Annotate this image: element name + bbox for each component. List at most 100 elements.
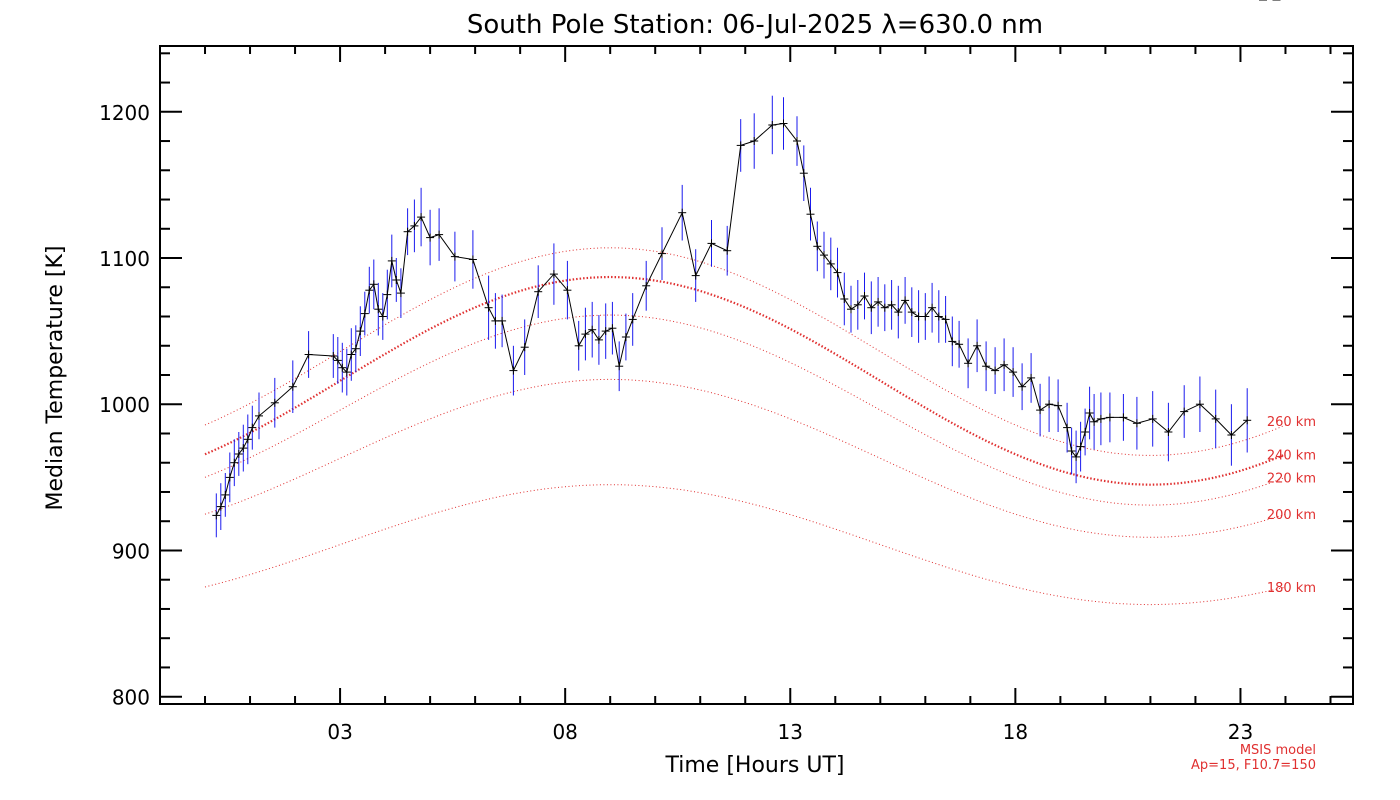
data-point bbox=[806, 210, 815, 219]
x-tick-label: 23 bbox=[1228, 720, 1253, 744]
data-point bbox=[1067, 447, 1076, 455]
data-point bbox=[1009, 368, 1018, 377]
x-tick-label: 08 bbox=[552, 720, 577, 744]
data-point bbox=[1148, 414, 1157, 423]
data-point bbox=[594, 335, 603, 344]
plot-frame bbox=[159, 45, 1354, 705]
data-point bbox=[396, 289, 405, 298]
data-point bbox=[1054, 401, 1063, 410]
data-point bbox=[383, 290, 392, 299]
data-point bbox=[880, 303, 889, 312]
data-point bbox=[736, 141, 745, 150]
model-curve-labels: 260 km 240 km 220 km 200 km 180 km bbox=[1267, 415, 1316, 596]
data-point bbox=[216, 502, 225, 511]
data-point bbox=[768, 121, 777, 129]
data-point bbox=[847, 305, 855, 314]
data-point bbox=[234, 450, 243, 458]
data-point bbox=[588, 325, 597, 334]
y-tick-label: 900 bbox=[112, 539, 150, 563]
data-point bbox=[534, 287, 543, 296]
error-bars bbox=[215, 95, 1248, 538]
data-point bbox=[1105, 413, 1114, 422]
data-point bbox=[1045, 400, 1054, 409]
model-label-0: 260 km bbox=[1267, 415, 1316, 430]
data-point bbox=[1000, 360, 1009, 369]
data-point bbox=[678, 208, 687, 217]
data-point bbox=[351, 344, 360, 353]
data-point bbox=[1018, 382, 1027, 391]
data-point bbox=[973, 341, 982, 350]
data-point bbox=[221, 490, 230, 499]
data-point bbox=[1076, 442, 1085, 451]
data-point bbox=[820, 251, 828, 260]
y-tick-label: 1100 bbox=[99, 247, 150, 271]
data-point bbox=[1036, 406, 1045, 415]
data-point bbox=[498, 316, 507, 325]
data-point bbox=[549, 270, 558, 279]
data-point bbox=[1180, 407, 1189, 416]
data-point bbox=[392, 276, 401, 284]
data-point bbox=[1119, 413, 1128, 422]
data-point bbox=[1164, 428, 1173, 436]
data-point bbox=[450, 252, 459, 261]
data-point bbox=[615, 362, 624, 371]
data-point bbox=[723, 246, 732, 255]
data-point bbox=[853, 300, 862, 309]
data-point bbox=[1063, 423, 1072, 432]
data-point bbox=[520, 343, 529, 352]
temperature-line bbox=[215, 122, 1248, 516]
data-point bbox=[491, 316, 500, 325]
data-point bbox=[374, 305, 383, 314]
data-point bbox=[410, 221, 419, 230]
data-point bbox=[894, 308, 903, 317]
x-tick-label: 18 bbox=[1003, 720, 1028, 744]
chart-title: South Pole Station: 06-Jul-2025 λ=630.0 … bbox=[467, 10, 1043, 40]
data-point bbox=[799, 169, 808, 178]
data-point bbox=[948, 337, 957, 346]
data-point bbox=[921, 312, 930, 321]
data-point bbox=[941, 315, 950, 324]
data-point bbox=[329, 352, 338, 360]
axis-ticks bbox=[160, 46, 1353, 704]
data-point bbox=[793, 137, 801, 145]
model-label-2: 220 km bbox=[1267, 471, 1316, 486]
data-point bbox=[621, 333, 630, 341]
data-point bbox=[347, 350, 356, 359]
data-point bbox=[1195, 400, 1204, 409]
data-point bbox=[230, 458, 239, 467]
plot-area bbox=[159, 0, 1354, 705]
data-point bbox=[369, 280, 378, 289]
data-point bbox=[860, 292, 869, 300]
data-point bbox=[642, 281, 651, 290]
data-point bbox=[435, 230, 444, 239]
data-point bbox=[779, 119, 788, 128]
y-axis-label: Median Temperature [K] bbox=[43, 246, 68, 511]
data-point bbox=[581, 330, 590, 339]
data-point bbox=[342, 368, 351, 377]
y-tick-label: 800 bbox=[112, 686, 150, 710]
data-point bbox=[826, 259, 835, 268]
data-point bbox=[1227, 431, 1236, 439]
y-tick-labels: 800 900 1000 1100 1200 bbox=[99, 101, 150, 710]
data-point bbox=[1090, 417, 1099, 426]
data-point bbox=[270, 398, 279, 407]
data-point bbox=[333, 356, 342, 365]
model-note-line2: Ap=15, F10.7=150 bbox=[1191, 758, 1316, 773]
model-curve-200km bbox=[204, 378, 1286, 538]
data-point bbox=[1085, 409, 1094, 417]
data-point bbox=[304, 350, 313, 359]
data-point bbox=[601, 327, 610, 336]
y-tick-label: 1200 bbox=[99, 101, 150, 125]
data-point bbox=[1211, 414, 1220, 423]
data-point bbox=[509, 366, 518, 375]
data-markers bbox=[212, 0, 1281, 520]
data-point bbox=[248, 423, 257, 432]
data-point bbox=[1096, 414, 1105, 423]
data-point bbox=[928, 303, 937, 312]
data-point bbox=[563, 286, 572, 295]
data-point bbox=[914, 312, 923, 321]
x-tick-labels: 03 08 13 18 23 bbox=[327, 720, 1253, 744]
data-point bbox=[1132, 419, 1141, 428]
data-point bbox=[813, 242, 822, 251]
